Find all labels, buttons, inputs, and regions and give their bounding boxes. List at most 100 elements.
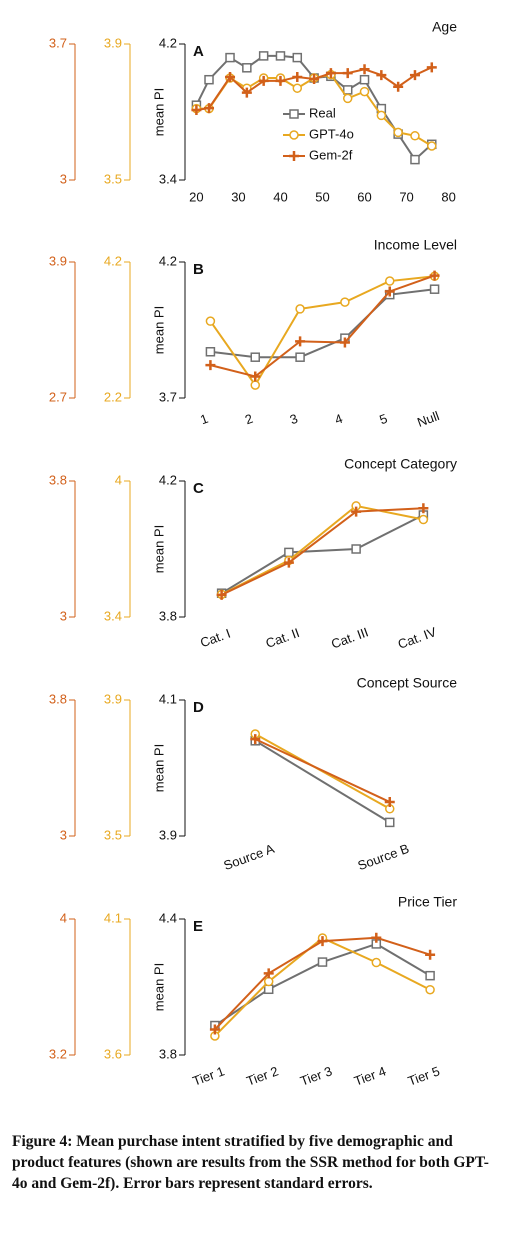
marker [376,70,387,81]
y-tick-label: 3.6 [104,1046,122,1061]
marker [342,68,353,79]
y-tick-label: 4.2 [104,253,122,268]
series-line [210,274,435,378]
marker [225,52,235,63]
marker [283,557,294,568]
marker [425,949,436,960]
series-line [221,504,424,596]
marker [418,503,429,514]
marker [205,316,216,326]
series-line [210,288,435,359]
panel-title: Price Tier [398,894,457,910]
series-line [214,936,431,1037]
marker [340,297,350,307]
marker [393,81,404,92]
x-tick-label: Cat. IV [396,624,439,652]
y-tick-label: 3.7 [49,35,67,50]
marker [241,87,252,98]
marker [425,970,435,981]
y-axis-label: mean PI [151,525,166,573]
x-tick-label: Tier 1 [191,1063,227,1088]
marker [292,83,303,93]
marker [191,105,202,116]
series-line [254,738,391,803]
marker [216,589,227,600]
marker [410,131,420,141]
x-tick-label: 1 [198,411,210,428]
marker [359,64,370,75]
x-tick-label: Tier 4 [352,1063,388,1088]
x-tick-label: Tier 2 [244,1063,280,1088]
marker [317,936,328,947]
y-tick-label: 4.1 [159,691,177,706]
marker [351,544,361,554]
y-axis-label: mean PI [151,963,166,1011]
panel-label: C [193,480,204,497]
marker [425,984,435,995]
marker [385,817,395,828]
x-tick-label: Null [415,408,441,430]
y-tick-label: 4.4 [159,910,177,925]
marker [385,276,395,286]
marker [325,68,336,79]
y-tick-label: 4.1 [104,910,122,925]
y-tick-label: 3 [60,827,67,842]
caption: Figure 4: Mean purchase intent stratifie… [12,1133,489,1192]
marker [209,1024,220,1035]
y-tick-label: 3.8 [49,691,67,706]
y-tick-label: 4 [60,910,67,925]
panel-label: A [193,43,204,60]
y-tick-label: 4.2 [159,35,177,50]
x-tick-label: 60 [357,189,371,204]
x-tick-label: Tier 5 [406,1063,442,1088]
panel-title: Age [432,19,457,35]
x-tick-label: 30 [231,189,245,204]
legend-label: Real [309,105,336,120]
marker [205,360,216,371]
y-tick-label: 3.9 [104,691,122,706]
marker [242,63,252,73]
y-tick-label: 4.2 [159,472,177,487]
marker [263,968,274,979]
marker [225,72,236,83]
panel-label: E [193,918,203,935]
x-tick-label: Cat. I [198,626,232,651]
marker [384,286,395,297]
panel-label: D [193,699,204,716]
panel-label: B [193,261,204,278]
marker [342,93,353,104]
y-axis-label: mean PI [151,88,166,136]
marker [371,932,382,943]
y-tick-label: 3.4 [104,608,122,623]
y-tick-label: 3 [60,171,67,186]
marker [339,337,350,348]
marker [258,51,269,61]
series-line [221,507,424,596]
marker [426,62,437,73]
x-tick-label: 20 [189,189,203,204]
panel-title: Concept Category [344,456,457,472]
marker [427,141,437,151]
marker [292,52,303,63]
marker [289,130,299,140]
marker [295,336,306,347]
x-tick-label: 2 [243,411,255,428]
x-tick-label: Source A [222,841,277,873]
marker [250,371,261,382]
marker [275,51,286,61]
y-tick-label: 4.2 [159,253,177,268]
series-line [214,942,431,1027]
marker [317,957,328,967]
marker [429,284,440,294]
y-tick-label: 3.9 [159,827,177,842]
marker [263,984,274,995]
marker [410,154,420,165]
marker [204,74,214,85]
marker [250,380,260,390]
marker [409,70,420,81]
marker [204,103,215,114]
y-axis-label: mean PI [151,744,166,792]
y-tick-label: 3.4 [159,171,177,186]
x-tick-label: 40 [273,189,287,204]
marker [351,506,362,517]
